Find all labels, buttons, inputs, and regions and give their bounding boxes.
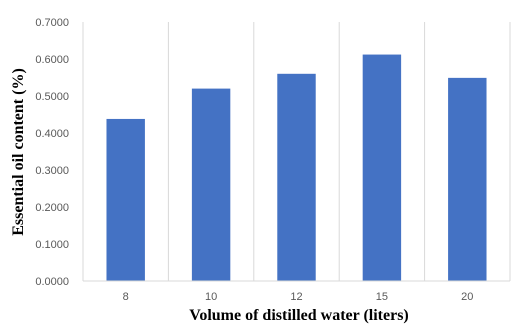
y-tick-label: 0.3000 (35, 165, 69, 177)
bar-15 (362, 54, 402, 282)
bar-12 (277, 73, 316, 281)
x-tick-label: 12 (290, 291, 302, 303)
y-tick-label: 0.0000 (35, 276, 69, 288)
x-tick-label: 20 (461, 291, 473, 303)
x-axis-title: Volume of distilled water (liters) (189, 307, 409, 324)
bars (106, 54, 487, 282)
y-axis-title: Essential oil content (%) (10, 68, 27, 236)
x-tick-label: 15 (376, 291, 388, 303)
x-tick-labels: 8 10 12 15 20 (123, 291, 474, 303)
y-tick-labels: 0.0000 0.1000 0.2000 0.3000 0.4000 0.5000 0.60… (35, 17, 69, 288)
y-tick-label: 0.7000 (35, 17, 69, 29)
y-tick-label: 0.5000 (35, 91, 69, 103)
y-tick-label: 0.6000 (35, 54, 69, 66)
bar-8 (106, 118, 145, 281)
bar-20 (448, 77, 487, 282)
gridlines (82, 22, 511, 281)
y-tick-label: 0.1000 (35, 239, 69, 251)
y-tick-label: 0.2000 (35, 202, 69, 214)
x-tick-label: 8 (123, 291, 129, 303)
bar-10 (191, 88, 231, 281)
x-tick-label: 10 (205, 291, 217, 303)
y-tick-label: 0.4000 (35, 128, 69, 140)
